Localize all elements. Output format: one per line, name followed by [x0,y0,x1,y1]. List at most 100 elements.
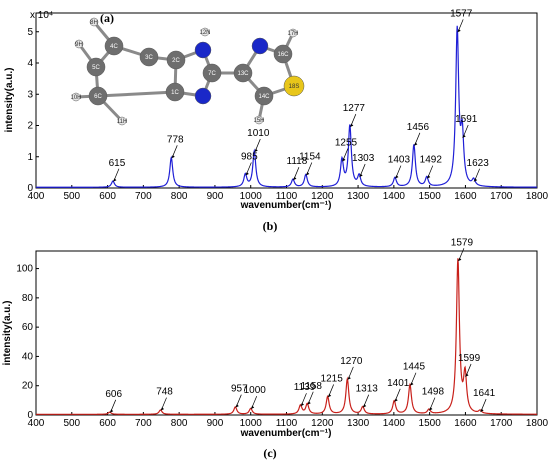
x-tick-label: 500 [63,418,80,429]
atom-label: 6C [94,94,102,100]
molecule-atom [254,115,264,125]
atom-label: 18S [289,84,300,90]
y-tick-label: 0 [27,183,33,194]
molecule-bonds [75,21,296,123]
peak-label-1403: 1403 [388,155,411,166]
molecule-atom [139,47,159,67]
peak-label-1255: 1255 [335,137,358,148]
atom-label: 2C [172,58,180,64]
peak-label-1641: 1641 [473,388,496,399]
x-tick-label: 1500 [419,191,442,202]
molecule-atom [273,44,293,64]
peak-arrowhead [341,157,346,162]
peak-arrowhead [480,408,484,413]
atom-label: 14C [258,94,270,100]
peak-arrowhead [362,404,367,408]
peak-label-1445: 1445 [403,362,426,373]
peak-label-1139: 1139 [294,382,316,393]
peak-arrowhead [171,154,175,159]
x-tick-label: 800 [171,191,188,202]
peak-arrowhead [305,172,310,176]
x-tick-label: 1000 [240,191,263,202]
molecule-atom [166,50,186,70]
peak-arrowhead [112,178,117,182]
peak-arrowhead [394,398,398,402]
molecule-atom [74,39,84,49]
peak-label-1270: 1270 [340,356,363,367]
molecule-atom [194,87,212,105]
peak-arrowhead [394,175,399,179]
peak-label-1591: 1591 [455,114,478,125]
x-tick-label: 600 [99,191,116,202]
peak-label-778: 778 [167,134,184,145]
peak-arrowhead [462,134,466,138]
peak-label-1215: 1215 [321,373,344,384]
molecule-atom [117,116,127,126]
spectrum-line-c [36,258,537,415]
atom-label: 9H [75,42,83,48]
peak-label-1010: 1010 [247,128,270,139]
peak-label-1579: 1579 [451,237,474,248]
y-tick-label: 1 [27,152,33,163]
atom-label: 5C [92,65,100,71]
peak-arrowhead [327,393,332,398]
x-tick-label: 1100 [276,191,298,202]
peak-arrowhead [426,175,431,179]
molecule-atom [89,17,99,27]
molecule-atom [165,82,185,102]
atom-label: 3C [145,55,153,61]
y-tick-label: 100 [16,264,33,275]
y-tick-label: 4 [27,58,33,69]
molecule-atoms: 8H 12N 9H 4C 2C 7C 13C 16C 17H 5C 3C 18S 10H 6C 1C 14C 1… [70,17,305,126]
peak-arrowhead [254,148,258,153]
atom-label: 8H [90,20,98,26]
atom-label: 11H [117,119,128,125]
molecule-atom [194,41,212,59]
x-tick-label: 1200 [311,191,334,202]
peak-label-1158: 1158 [300,381,322,392]
molecule-atom [283,75,305,97]
peak-label-1599: 1599 [458,353,481,364]
y-axis-label-b: intensity(a.u.) [4,67,15,132]
atom-label: 13C [237,71,249,77]
x-tick-label: 1600 [454,191,477,202]
x-tick-label: 1000 [240,418,263,429]
atom-label: 4C [110,44,118,50]
x-tick-label: 400 [28,191,45,202]
peak-arrowhead [235,404,239,408]
x-tick-label: 1300 [347,418,370,429]
y-tick-label: 20 [22,381,34,392]
y-tick-label: 0 [27,410,33,421]
peak-label-615: 615 [109,158,126,169]
peak-arrowhead [250,405,255,410]
atom-label: 16C [277,52,289,58]
peak-arrowhead [109,409,114,413]
molecule-atom [88,86,108,106]
peak-label-957: 957 [231,384,248,395]
y-tick-label: 40 [22,351,34,362]
x-tick-label: 1700 [490,191,513,202]
y-tick-label: 2 [27,121,33,132]
x-tick-label: 1200 [311,418,334,429]
peak-label-1277: 1277 [343,103,366,114]
y-axis-label-c: intensity(a.u.) [2,300,13,365]
molecule-atom [200,27,210,37]
molecule-atom [254,86,274,106]
molecule-inset: 8H 12N 9H 4C 2C 7C 13C 16C 17H 5C 3C 18S 10H 6C 1C 14C 1… [70,17,305,126]
peak-arrowhead [307,401,311,405]
peak-label-1313: 1313 [356,384,379,395]
y-axis-c: 0 20 40 60 80 100 [16,264,39,421]
peak-label-1498: 1498 [422,387,445,398]
peak-arrowhead [300,402,304,407]
x-tick-label: 900 [207,191,224,202]
peak-label-1577: 1577 [450,8,473,19]
molecule-atom [233,63,253,83]
x-tick-label: 1400 [383,418,406,429]
x-tick-label: 400 [28,418,45,429]
x-axis-label-b: wavenumber(cm⁻¹) [240,200,332,211]
caption-b: (b) [263,219,278,233]
x-tick-label: 1100 [276,418,298,429]
peak-arrowhead [245,172,249,176]
